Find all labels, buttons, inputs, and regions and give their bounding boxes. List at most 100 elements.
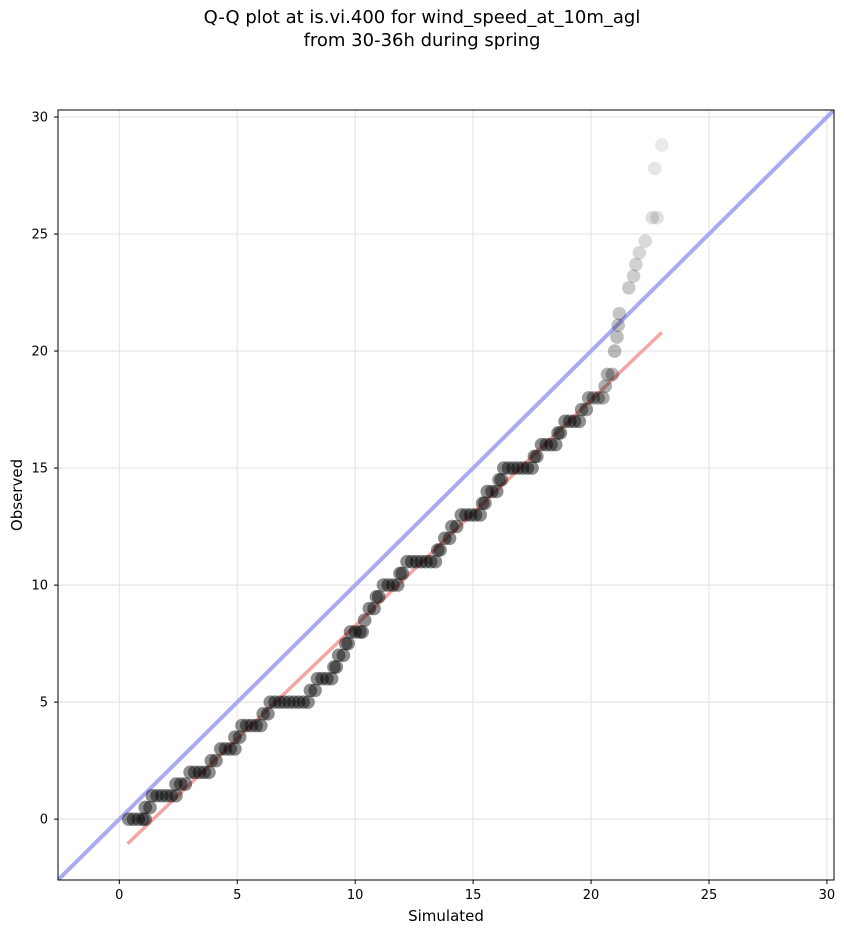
data-point bbox=[511, 461, 525, 475]
data-point bbox=[386, 578, 400, 592]
data-point bbox=[501, 461, 516, 475]
x-tick-label: 15 bbox=[465, 888, 482, 903]
data-point bbox=[632, 245, 647, 260]
data-point bbox=[496, 461, 511, 475]
data-point bbox=[341, 636, 355, 651]
data-point bbox=[277, 695, 292, 709]
data-point bbox=[268, 695, 282, 709]
data-point bbox=[362, 601, 377, 616]
data-point bbox=[449, 519, 464, 534]
data-point bbox=[626, 269, 641, 283]
data-point bbox=[414, 554, 429, 569]
data-point bbox=[581, 391, 596, 405]
data-point bbox=[428, 554, 443, 569]
data-point bbox=[303, 683, 318, 698]
plot-frame bbox=[57, 109, 835, 881]
data-point bbox=[357, 613, 372, 628]
data-point bbox=[558, 414, 572, 429]
data-point bbox=[145, 788, 160, 803]
data-point bbox=[327, 660, 341, 674]
data-point bbox=[478, 496, 492, 510]
data-point bbox=[534, 437, 549, 452]
data-point bbox=[572, 414, 587, 429]
data-point bbox=[400, 554, 414, 569]
data-point bbox=[544, 437, 558, 452]
data-point bbox=[647, 161, 662, 176]
x-axis-label: Simulated bbox=[408, 907, 484, 925]
y-tick-label: 0 bbox=[40, 813, 48, 828]
data-point bbox=[353, 625, 367, 639]
data-point bbox=[150, 788, 164, 803]
y-tick-label: 20 bbox=[31, 345, 48, 360]
data-point bbox=[197, 765, 212, 780]
data-point bbox=[598, 379, 613, 393]
x-tick-label: 0 bbox=[115, 888, 123, 903]
data-point bbox=[612, 306, 627, 321]
data-point bbox=[492, 472, 506, 487]
data-point bbox=[159, 788, 174, 803]
data-point bbox=[371, 590, 386, 604]
x-tick-label: 30 bbox=[819, 888, 836, 903]
data-point bbox=[480, 484, 495, 499]
data-point bbox=[228, 742, 242, 756]
data-point bbox=[463, 508, 478, 522]
data-point bbox=[489, 484, 504, 499]
data-point bbox=[475, 496, 490, 510]
data-point bbox=[348, 625, 362, 639]
data-point bbox=[301, 695, 315, 709]
x-tick-label: 20 bbox=[583, 888, 600, 903]
data-point bbox=[596, 391, 610, 405]
data-point bbox=[494, 472, 509, 487]
data-point bbox=[232, 730, 247, 745]
data-point bbox=[178, 777, 193, 791]
data-point bbox=[655, 138, 669, 152]
data-point bbox=[506, 461, 521, 475]
data-point bbox=[607, 344, 622, 358]
y-axis-label: Observed bbox=[8, 459, 26, 531]
data-point bbox=[218, 742, 233, 756]
data-point bbox=[272, 695, 287, 709]
x-tick-label: 10 bbox=[347, 888, 364, 903]
data-point bbox=[138, 800, 153, 815]
chart-subtitle: from 30-36h during spring bbox=[303, 30, 541, 51]
data-point bbox=[468, 508, 483, 522]
data-point bbox=[183, 765, 197, 780]
data-point bbox=[527, 449, 542, 464]
x-tick-label: 25 bbox=[701, 888, 718, 903]
fit-line bbox=[126, 331, 664, 845]
data-point bbox=[324, 671, 339, 686]
data-point bbox=[369, 590, 384, 604]
data-point bbox=[553, 426, 568, 440]
data-point bbox=[138, 812, 153, 826]
data-point bbox=[143, 800, 157, 815]
data-point bbox=[320, 671, 334, 686]
data-point bbox=[244, 718, 259, 733]
data-point bbox=[308, 683, 322, 698]
y-tick-label: 25 bbox=[31, 228, 48, 243]
data-point bbox=[343, 625, 358, 639]
data-point bbox=[454, 508, 469, 522]
data-point bbox=[296, 695, 311, 709]
data-point bbox=[315, 671, 329, 686]
data-point bbox=[331, 648, 346, 663]
data-point bbox=[485, 484, 499, 499]
data-point bbox=[605, 367, 620, 382]
data-point bbox=[473, 508, 488, 522]
data-point bbox=[563, 414, 577, 429]
data-point bbox=[239, 718, 254, 733]
y-tick-label: 15 bbox=[31, 462, 48, 477]
data-point bbox=[228, 730, 242, 745]
data-point bbox=[586, 391, 601, 405]
data-point bbox=[256, 707, 271, 721]
data-point bbox=[600, 367, 615, 382]
data-point bbox=[574, 402, 589, 417]
data-point bbox=[204, 753, 219, 768]
data-point bbox=[548, 437, 563, 452]
data-point bbox=[579, 402, 594, 417]
data-point bbox=[209, 753, 223, 768]
data-point bbox=[169, 788, 183, 803]
y-tick-label: 10 bbox=[31, 579, 48, 594]
data-point bbox=[131, 812, 145, 826]
data-point bbox=[433, 543, 447, 557]
